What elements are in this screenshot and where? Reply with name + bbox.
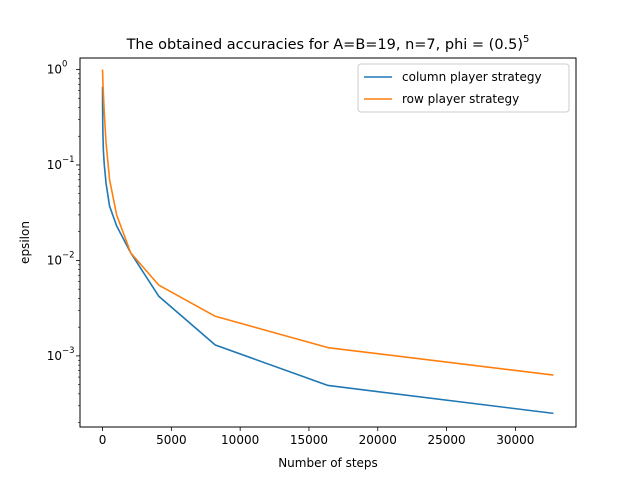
- y-tick-label: 10: [47, 253, 62, 267]
- legend-label: column player strategy: [402, 70, 542, 84]
- series-line-row-player-strategy: [101, 69, 554, 376]
- y-tick-exponent: 0: [62, 60, 67, 70]
- chart-title-superscript: 5: [523, 34, 529, 45]
- x-axis-ticks: 0 5000 10000 15000 20000 25000 30000: [99, 427, 534, 447]
- y-tick-exponent: −3: [62, 346, 75, 356]
- legend: column player strategy row player strateg…: [357, 63, 570, 113]
- chart-title: The obtained accuracies for A=B=19, n=7,…: [126, 34, 530, 53]
- x-tick-label: 5000: [156, 433, 187, 447]
- y-tick-exponent: −1: [62, 155, 75, 165]
- legend-box: [357, 63, 570, 113]
- x-tick-label: 10000: [221, 433, 259, 447]
- y-tick-label: 10: [47, 349, 62, 363]
- x-tick-label: 15000: [290, 433, 328, 447]
- y-tick-label: 10: [47, 158, 62, 172]
- x-axis-label: Number of steps: [278, 456, 378, 470]
- y-tick-exponent: −2: [62, 250, 75, 260]
- x-tick-label: 25000: [427, 433, 465, 447]
- legend-label: row player strategy: [402, 92, 519, 106]
- plot-frame: [79, 57, 577, 428]
- plot-lines: [101, 69, 554, 415]
- x-tick-label: 0: [99, 433, 107, 447]
- y-axis-label: epsilon: [18, 221, 32, 264]
- chart-title-text: The obtained accuracies for A=B=19, n=7,…: [126, 37, 523, 53]
- x-tick-label: 20000: [359, 433, 397, 447]
- x-tick-label: 30000: [496, 433, 534, 447]
- y-tick-label: 10: [47, 63, 62, 77]
- series-line-column-player-strategy: [101, 86, 554, 415]
